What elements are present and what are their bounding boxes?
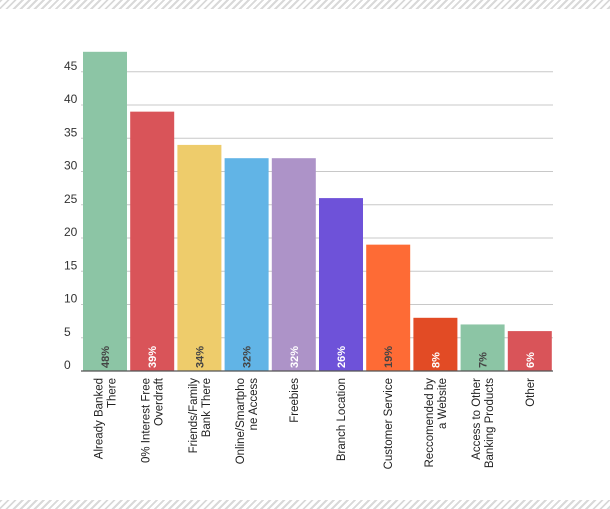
value-label: 7% [478,352,490,368]
value-label: 32% [289,346,301,368]
x-tick-label: Already Banked [94,378,106,459]
bars: 48% 39% 34% 32% 32% 26% 19% 8% 7% 6% [83,51,552,372]
x-tick-label: Banking Products [484,378,496,468]
y-tick-label: 30 [64,159,78,173]
x-tick-label: Customer Service [383,378,395,469]
y-tick-label: 40 [64,92,78,106]
y-tick-label: 45 [64,59,78,73]
x-tick-label: Overdraft [154,377,166,426]
y-tick-label: 20 [64,225,78,239]
x-tick-label: Online/Smartpho [235,378,247,464]
bottom-border-stripe [0,500,610,509]
value-label: 34% [194,346,206,368]
bar [366,244,411,371]
bar [271,158,316,371]
y-tick-label: 0 [64,358,71,372]
x-axis: Already Banked There 0% Interest Free Overd… [81,370,553,469]
top-border-stripe [0,0,610,9]
value-label: 8% [430,352,442,368]
y-tick-label: 35 [64,125,78,139]
x-tick-label: 0% Interest Free [141,378,153,463]
x-tick-label: Freebies [289,378,301,423]
x-tick-label: There [107,378,119,408]
bar [177,144,222,371]
value-label: 39% [147,346,159,368]
x-tick-label: Friends/Family [188,378,200,454]
x-tick-label: Bank There [201,378,213,437]
y-tick-label: 5 [64,325,71,339]
x-tick-label: Access to Other [471,378,483,460]
bar [130,111,175,372]
y-tick-label: 15 [64,258,78,272]
value-label: 32% [242,346,254,368]
bar [319,198,363,371]
bar [224,158,269,371]
bar [460,324,505,371]
bar [507,331,552,371]
x-tick-label: Branch Location [336,378,348,461]
value-label: 26% [336,346,348,368]
y-tick-label: 25 [64,192,78,206]
bar [413,317,458,371]
grid-lines [81,71,553,339]
value-label: 19% [383,346,395,368]
value-label: 48% [100,346,112,368]
x-tick-label: Reccomended by [424,378,436,468]
bar [83,51,127,372]
value-label: 6% [525,352,537,368]
x-tick-label: ne Access [248,378,260,431]
y-axis: 0 5 10 15 20 25 30 35 40 45 [64,59,78,372]
x-tick-label: Other [525,378,537,407]
x-tick-label: a Website [437,378,449,429]
y-tick-label: 10 [64,292,78,306]
